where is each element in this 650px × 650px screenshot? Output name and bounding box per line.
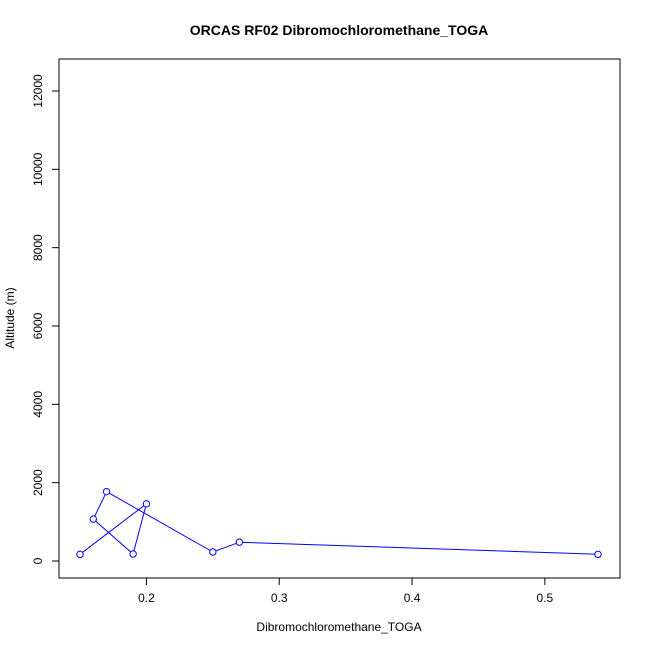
y-axis: 0 2000 4000 6000 8000 10000 12000 (31, 74, 60, 564)
data-point (594, 550, 602, 559)
data-point (89, 515, 97, 523)
x-tick-label: 0.5 (537, 591, 554, 605)
series-line (79, 491, 599, 555)
y-tick-label: 0 (31, 557, 45, 564)
plot-area (58, 58, 621, 579)
x-tick-label: 0.2 (138, 591, 155, 605)
data-point (142, 500, 151, 508)
y-tick-label: 2000 (31, 469, 45, 496)
y-axis-label: Altitude (m) (3, 287, 17, 348)
data-point (76, 550, 84, 559)
y-tick-label: 6000 (31, 312, 45, 339)
y-tick-label: 10000 (31, 152, 45, 186)
x-tick-label: 0.4 (404, 591, 421, 605)
data-point (235, 538, 244, 546)
x-axis: 0.2 0.3 0.4 0.5 (138, 577, 554, 605)
y-tick-label: 12000 (31, 74, 45, 108)
chart-title: ORCAS RF02 Dibromochloromethane_TOGA (190, 22, 488, 38)
x-axis-label: Dibromochloromethane_TOGA (256, 620, 421, 634)
data-point (102, 487, 111, 496)
series-group (76, 487, 602, 559)
x-tick-label: 0.3 (271, 591, 288, 605)
y-tick-label: 4000 (31, 391, 45, 418)
data-point (129, 550, 137, 558)
y-tick-label: 8000 (31, 234, 45, 261)
data-point (209, 548, 217, 556)
